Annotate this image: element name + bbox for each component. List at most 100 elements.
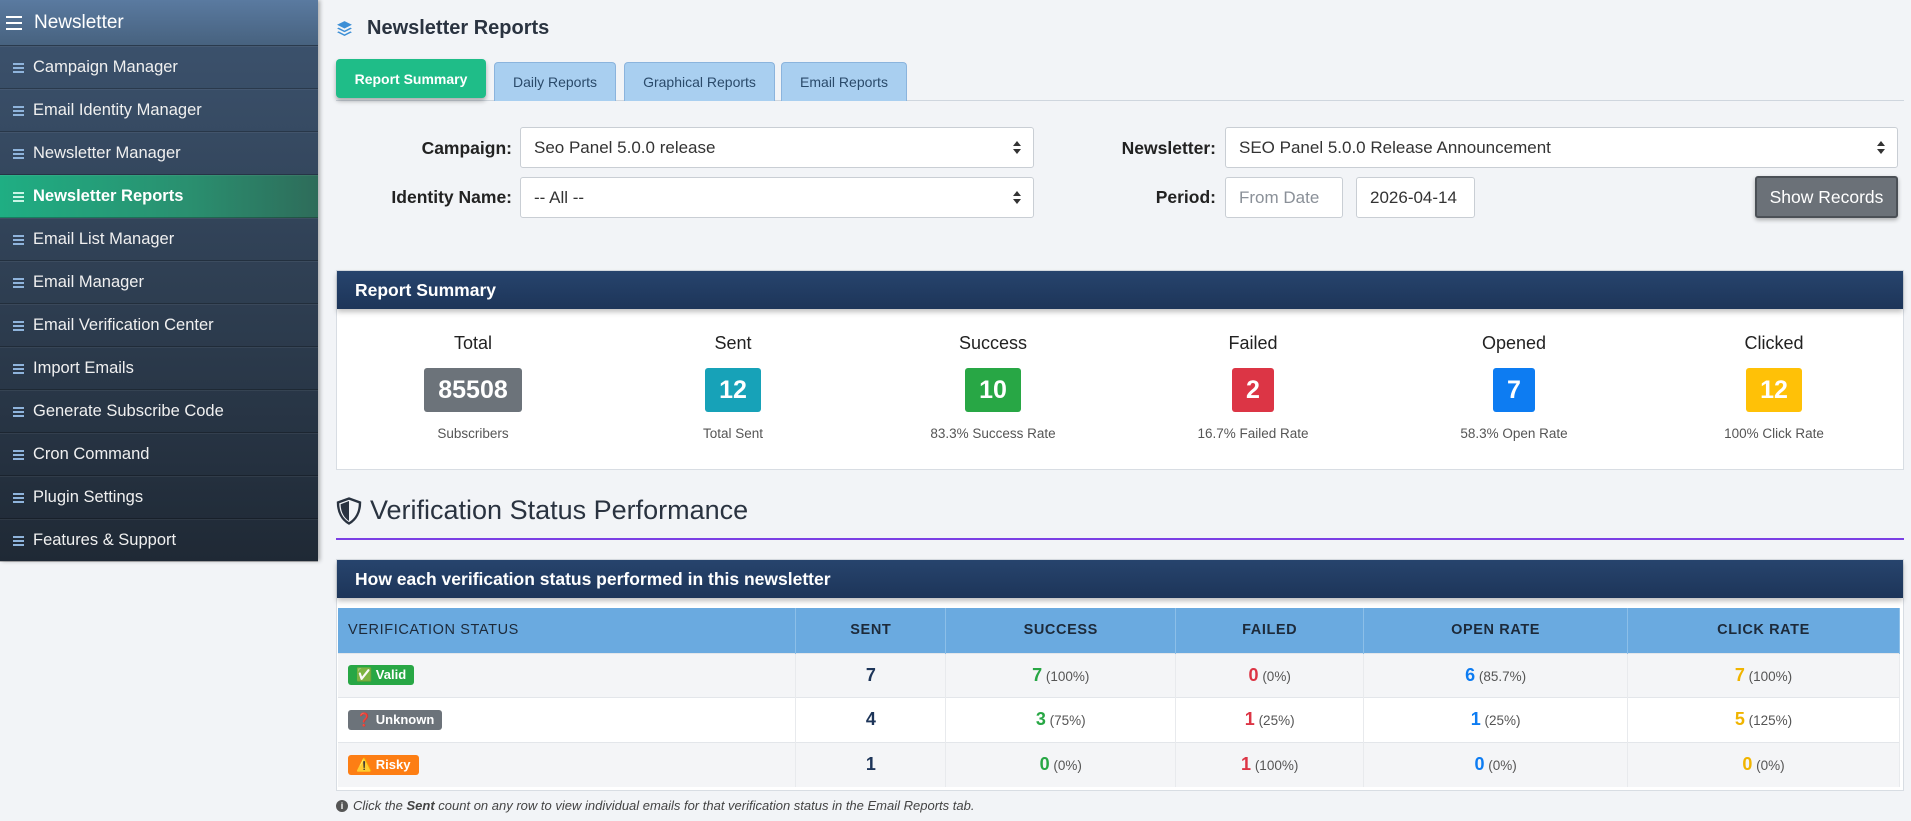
stat-value-badge: 2 (1232, 368, 1274, 412)
column-header: OPEN RATE (1363, 608, 1629, 653)
table-row: ⚠️ Risky 1 0 (0%) 1 (100%) 0 (0%) 0 (0%) (338, 741, 1900, 787)
list-icon (13, 492, 24, 503)
column-header: CLICK RATE (1627, 608, 1900, 653)
sidebar-item-email-manager[interactable]: Email Manager (0, 261, 318, 304)
click-count: 0 (1742, 754, 1753, 774)
menu-icon[interactable] (6, 15, 22, 30)
tab-daily-reports[interactable]: Daily Reports (494, 62, 616, 101)
campaign-select-value: Seo Panel 5.0.0 release (534, 137, 716, 157)
click-count: 7 (1734, 664, 1745, 685)
stat-label: Success (958, 333, 1028, 353)
newsletter-select[interactable]: SEO Panel 5.0.0 Release Announcement (1225, 127, 1898, 168)
newsletter-select-value: SEO Panel 5.0.0 Release Announcement (1239, 137, 1551, 157)
sidebar-item-generate-subscribe-code[interactable]: Generate Subscribe Code (0, 390, 318, 433)
sidebar-item-email-identity-manager[interactable]: Email Identity Manager (0, 89, 318, 132)
list-icon (13, 406, 24, 417)
sort-caret-icon (1013, 140, 1021, 156)
stat-label: Total (453, 333, 493, 353)
verification-panel-heading: How each verification status performed i… (337, 560, 1903, 598)
stat-label: Sent (714, 333, 752, 353)
sidebar-item-plugin-settings[interactable]: Plugin Settings (0, 476, 318, 519)
status-badge: ⚠️ Risky (348, 754, 419, 775)
stat-success: Success 10 83.3% Success Rate (893, 333, 1093, 441)
failed-percent: (25%) (1258, 713, 1295, 729)
open-percent: (25%) (1484, 713, 1521, 729)
sidebar-item-label: Newsletter Manager (33, 144, 181, 162)
to-date-input[interactable]: 2026-04-14 (1356, 177, 1475, 218)
open-count: 1 (1470, 709, 1481, 730)
tab-report-summary[interactable]: Report Summary (336, 59, 486, 98)
open-percent: (0%) (1488, 758, 1517, 773)
tab-email-reports[interactable]: Email Reports (781, 62, 907, 101)
show-records-button[interactable]: Show Records (1755, 176, 1898, 218)
list-icon (13, 234, 24, 245)
sidebar-item-features-support[interactable]: Features & Support (0, 519, 318, 562)
sidebar-item-email-list-manager[interactable]: Email List Manager (0, 218, 318, 261)
stat-clicked: Clicked 12 100% Click Rate (1674, 333, 1874, 441)
stat-sent: Sent 12 Total Sent (633, 333, 833, 441)
open-count: 0 (1474, 754, 1485, 774)
layers-icon (337, 21, 352, 36)
stat-value-badge: 7 (1493, 368, 1535, 412)
column-header: VERIFICATION STATUS (338, 608, 797, 653)
list-icon (13, 535, 24, 546)
failed-count: 1 (1244, 709, 1255, 730)
stat-label: Clicked (1744, 333, 1804, 353)
stat-subtext: Subscribers (437, 426, 509, 441)
footnote-text-bold: Sent (406, 798, 435, 813)
success-percent: (100%) (1045, 668, 1090, 684)
success-count: 0 (1039, 754, 1050, 774)
sidebar-item-campaign-manager[interactable]: Campaign Manager (0, 46, 318, 89)
sidebar-item-email-verification-center[interactable]: Email Verification Center (0, 304, 318, 347)
stat-total: Total 85508 Subscribers (373, 333, 573, 441)
sidebar-item-label: Email List Manager (33, 230, 175, 248)
report-tabs: Report Summary Daily Reports Graphical R… (336, 59, 1904, 101)
column-header: SENT (795, 608, 947, 653)
success-count: 7 (1032, 664, 1043, 685)
stat-subtext: 100% Click Rate (1724, 426, 1824, 441)
verification-table: VERIFICATION STATUS SENT SUCCESS FAILED OPEN… (338, 608, 1900, 787)
list-icon (13, 277, 24, 288)
success-count: 3 (1035, 709, 1046, 730)
sent-count-link[interactable]: 1 (865, 754, 876, 774)
column-header: SUCCESS (945, 608, 1177, 653)
sent-count-link[interactable]: 4 (865, 709, 876, 730)
list-icon (13, 449, 24, 460)
list-icon (13, 62, 24, 73)
success-percent: (0%) (1053, 758, 1082, 773)
tab-graphical-reports[interactable]: Graphical Reports (624, 62, 775, 101)
click-percent: (0%) (1756, 758, 1785, 773)
stat-subtext: 83.3% Success Rate (930, 426, 1056, 441)
stat-failed: Failed 2 16.7% Failed Rate (1153, 333, 1353, 441)
sidebar: Newsletter Campaign Manager Email Identit… (0, 0, 318, 562)
from-date-input[interactable]: From Date (1225, 177, 1343, 218)
sidebar-item-newsletter-reports[interactable]: Newsletter Reports (0, 175, 318, 218)
sidebar-item-import-emails[interactable]: Import Emails (0, 347, 318, 390)
stat-subtext: 16.7% Failed Rate (1197, 426, 1309, 441)
report-summary-panel: Report Summary Total 85508 Subscribers Sent… (336, 270, 1904, 470)
sidebar-item-label: Email Verification Center (33, 316, 214, 334)
failed-count: 0 (1248, 664, 1259, 685)
sent-count-link[interactable]: 7 (865, 664, 876, 685)
sidebar-item-label: Plugin Settings (33, 488, 144, 506)
sidebar-item-newsletter-manager[interactable]: Newsletter Manager (0, 132, 318, 175)
footnote-text-pre: Click the (353, 798, 403, 813)
stat-value-badge: 12 (705, 368, 761, 412)
success-percent: (75%) (1049, 713, 1086, 729)
footnote: i Click the Sent count on any row to vie… (336, 798, 974, 813)
stat-value-badge: 12 (1746, 368, 1802, 412)
identity-select-value: -- All -- (534, 187, 585, 207)
list-icon (13, 363, 24, 374)
section-title: Verification Status Performance (370, 495, 749, 525)
period-label: Period: (1155, 187, 1216, 207)
campaign-select[interactable]: Seo Panel 5.0.0 release (520, 127, 1034, 168)
sidebar-item-cron-command[interactable]: Cron Command (0, 433, 318, 476)
stat-subtext: 58.3% Open Rate (1460, 426, 1568, 441)
stat-value-badge: 85508 (424, 368, 522, 412)
sidebar-item-label: Newsletter Reports (33, 187, 184, 205)
list-icon (13, 105, 24, 116)
identity-select[interactable]: -- All -- (520, 177, 1034, 218)
open-percent: (85.7%) (1478, 668, 1527, 684)
stat-opened: Opened 7 58.3% Open Rate (1414, 333, 1614, 441)
sidebar-header[interactable]: Newsletter (0, 0, 318, 46)
